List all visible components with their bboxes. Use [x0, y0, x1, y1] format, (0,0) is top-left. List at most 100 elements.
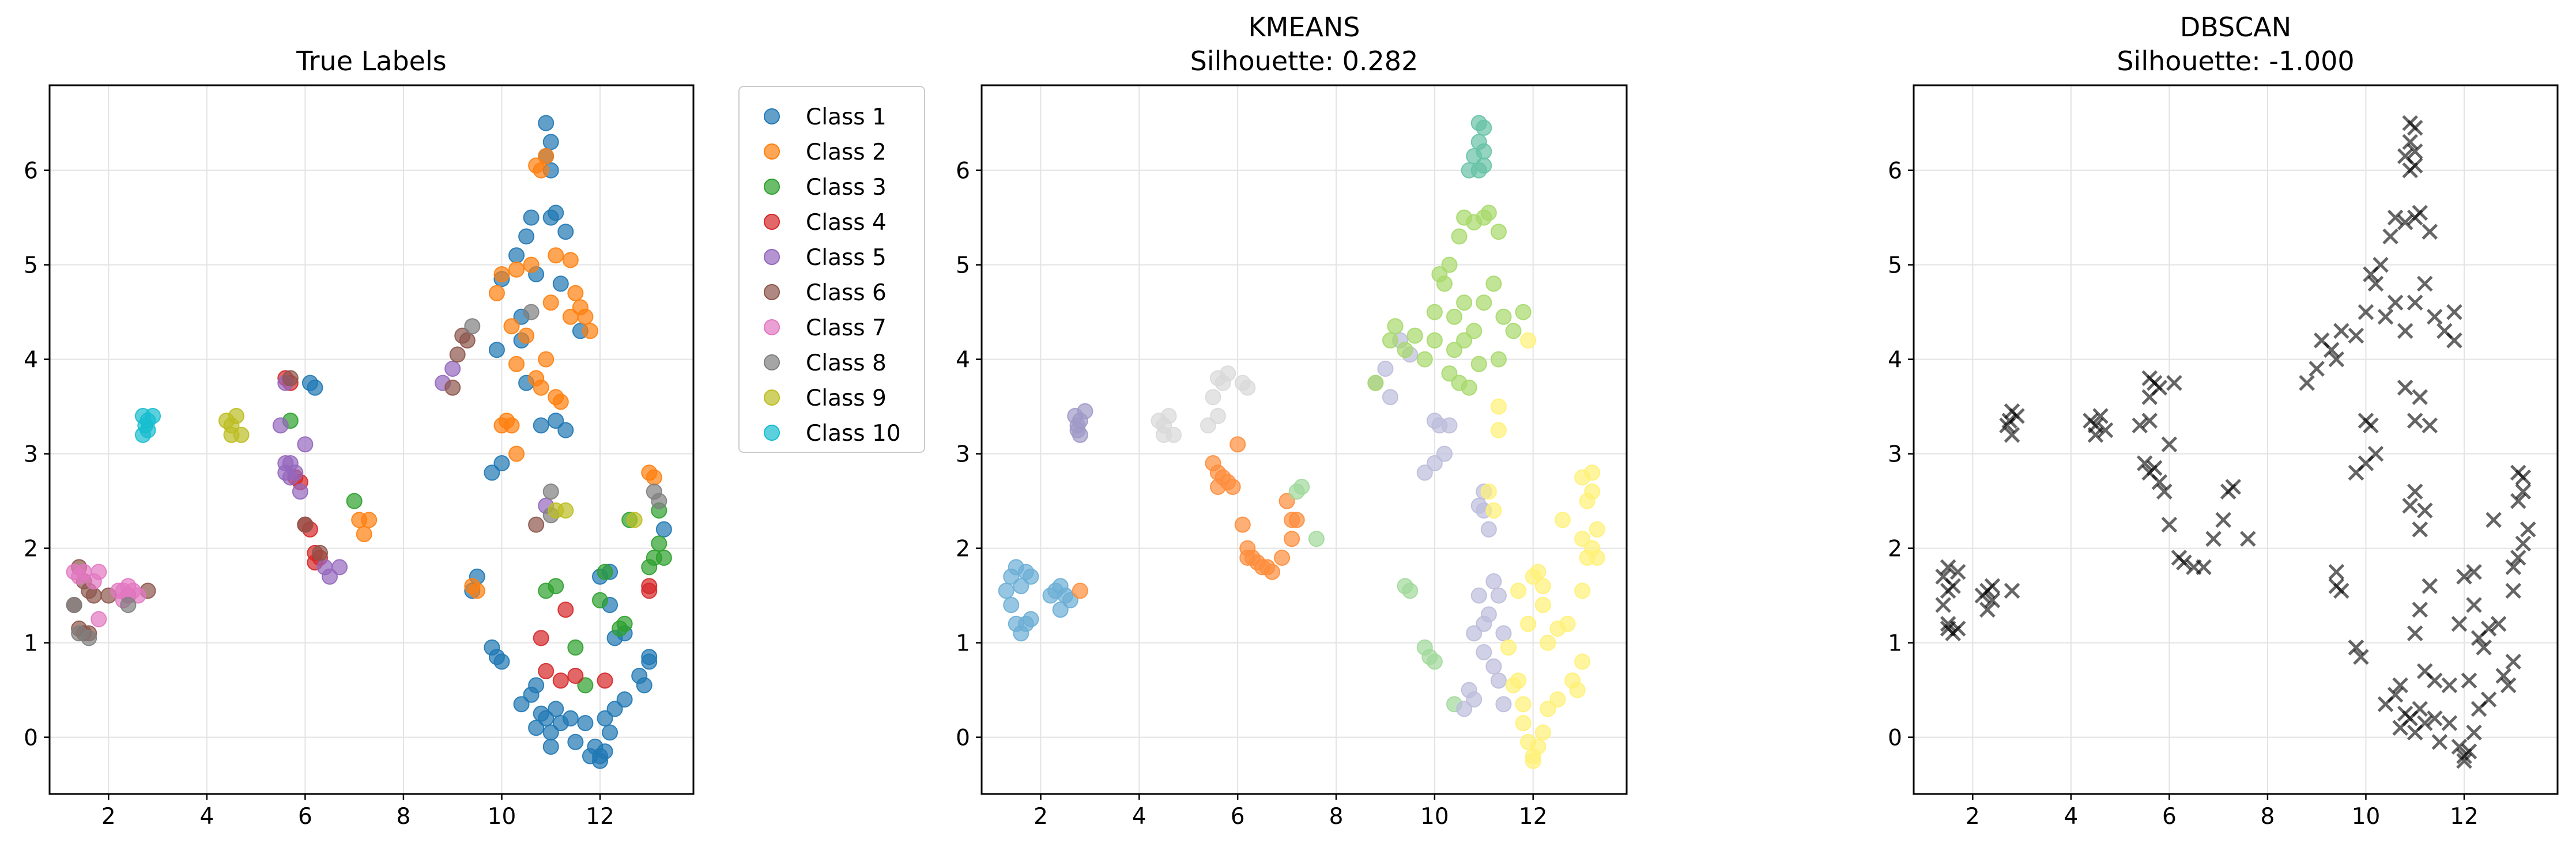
x-tick-label: 8 [1329, 804, 1344, 830]
data-point [2407, 157, 2423, 174]
data-point [2387, 294, 2404, 311]
data-point [1278, 493, 1295, 509]
data-point [597, 743, 613, 760]
legend-label: Class 9 [806, 385, 887, 411]
data-point [577, 715, 594, 731]
data-point-stroke [1940, 621, 1956, 637]
data-point [1470, 355, 1487, 372]
data-point-stroke [2417, 715, 2433, 731]
data-point [2387, 209, 2404, 226]
data-point [2392, 677, 2408, 694]
data-point-stroke [2397, 214, 2413, 230]
data-point [2417, 715, 2433, 731]
data-point [1456, 294, 1473, 311]
legend-marker [764, 108, 780, 124]
data-point [1490, 587, 1507, 604]
data-point [297, 516, 314, 533]
data-point-stroke [2333, 583, 2349, 599]
data-point-stroke [2407, 143, 2423, 160]
data-point [1584, 483, 1601, 500]
data-point-stroke [2402, 134, 2418, 150]
legend-label: Class 4 [806, 210, 887, 236]
data-point [2441, 715, 2458, 731]
x-tick-label: 2 [1966, 804, 1980, 830]
data-point [1210, 408, 1227, 424]
data-point [533, 630, 549, 646]
data-point [331, 559, 348, 576]
data-point [2446, 304, 2462, 320]
y-tick-label: 6 [1888, 158, 1902, 184]
data-point-stroke [2004, 427, 2020, 443]
data-point [2446, 332, 2462, 349]
data-point [2407, 120, 2423, 136]
chart-subtitle: Silhouette: 0.282 [1190, 46, 1419, 77]
data-point-stroke [2500, 677, 2517, 694]
data-point [2407, 294, 2423, 311]
data-point [655, 521, 672, 538]
legend-marker [764, 143, 780, 160]
data-point [1485, 573, 1502, 589]
data-point [2451, 616, 2468, 632]
axes-frame [980, 84, 1628, 795]
data-point [1476, 294, 1492, 311]
data-point [552, 275, 569, 292]
data-point [548, 413, 564, 429]
data-point [538, 351, 555, 368]
data-point [2225, 479, 2242, 495]
data-point-stroke [1999, 417, 2015, 434]
data-point [1510, 583, 1527, 599]
data-point-stroke [2166, 375, 2182, 391]
data-point [2309, 361, 2325, 377]
chart-title: DBSCAN [2180, 12, 2291, 43]
data-point [1406, 327, 1423, 344]
data-point [493, 653, 510, 670]
data-point-stroke [2377, 309, 2394, 325]
data-point-stroke [2461, 743, 2477, 759]
data-point [1495, 308, 1512, 325]
data-point [1220, 365, 1236, 382]
data-point [2422, 224, 2438, 240]
data-point [567, 733, 584, 750]
data-point [1500, 639, 1517, 656]
data-point [557, 502, 574, 519]
data-point [1569, 682, 1586, 698]
data-point-stroke [2397, 148, 2413, 164]
data-point [1441, 365, 1458, 382]
data-point [591, 592, 608, 608]
data-point [602, 724, 618, 741]
data-point-stroke [2437, 323, 2453, 339]
data-point-stroke [2505, 653, 2522, 670]
data-point [297, 436, 314, 453]
data-point-stroke [2441, 677, 2458, 694]
data-point [2004, 427, 2020, 443]
data-point [523, 256, 540, 273]
data-point [2240, 531, 2256, 547]
data-point [1940, 583, 1956, 599]
data-point [1456, 332, 1473, 349]
data-point [85, 587, 102, 604]
true-labels-points [66, 115, 672, 769]
data-point [2382, 228, 2398, 245]
y-tick-label: 0 [956, 725, 970, 751]
y-tick-label: 4 [956, 347, 970, 373]
y-tick-label: 2 [1888, 536, 1902, 562]
data-point [1426, 653, 1443, 670]
data-point [2397, 323, 2413, 339]
data-point [2510, 493, 2526, 509]
y-tick-label: 1 [1888, 631, 1902, 657]
dbscan-points [1935, 115, 2536, 769]
data-point [2161, 516, 2178, 533]
data-point-stroke [1935, 569, 1951, 585]
data-point [1229, 436, 1246, 453]
data-point [2515, 469, 2532, 486]
data-point-stroke [2136, 455, 2153, 471]
data-point-stroke [2151, 474, 2168, 490]
data-point-stroke [2402, 498, 2418, 514]
data-point [1288, 512, 1305, 528]
data-point-stroke [2417, 275, 2433, 292]
data-point [444, 361, 461, 377]
data-point [2476, 640, 2492, 656]
data-point-stroke [2367, 445, 2384, 462]
